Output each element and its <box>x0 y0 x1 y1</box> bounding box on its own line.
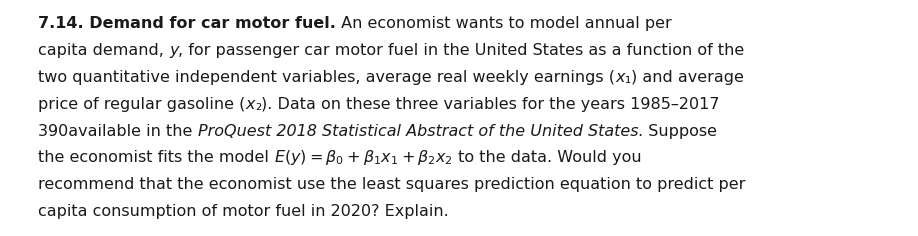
Text: y: y <box>169 43 178 58</box>
Text: ). Data on these three variables for the years 1985–2017: ). Data on these three variables for the… <box>261 97 720 112</box>
Text: capita demand,: capita demand, <box>38 43 169 58</box>
Text: ) and average: ) and average <box>631 70 744 85</box>
Text: x: x <box>245 97 255 112</box>
Text: , for passenger car motor fuel in the United States as a function of the: , for passenger car motor fuel in the Un… <box>178 43 744 58</box>
Text: two quantitative independent variables, average real weekly earnings (: two quantitative independent variables, … <box>38 70 615 85</box>
Text: price of regular gasoline (: price of regular gasoline ( <box>38 97 245 112</box>
Text: 7.14. Demand for car motor fuel.: 7.14. Demand for car motor fuel. <box>38 16 336 31</box>
Text: recommend that the economist use the least squares prediction equation to predic: recommend that the economist use the lea… <box>38 177 745 192</box>
Text: An economist wants to model annual per: An economist wants to model annual per <box>336 16 672 31</box>
Text: $E(y) = \beta_0 + \beta_1 x_1 + \beta_2 x_2$: $E(y) = \beta_0 + \beta_1 x_1 + \beta_2 … <box>274 148 453 167</box>
Text: . Suppose: . Suppose <box>638 124 717 139</box>
Text: ProQuest 2018 Statistical Abstract of the United States: ProQuest 2018 Statistical Abstract of th… <box>197 124 638 139</box>
Text: to the data. Would you: to the data. Would you <box>453 150 642 165</box>
Text: ₂: ₂ <box>255 98 261 113</box>
Text: the economist fits the model: the economist fits the model <box>38 150 274 165</box>
Text: capita consumption of motor fuel in 2020? Explain.: capita consumption of motor fuel in 2020… <box>38 204 449 219</box>
Text: x: x <box>615 70 624 85</box>
Text: 390available in the: 390available in the <box>38 124 197 139</box>
Text: ₁: ₁ <box>624 71 631 86</box>
